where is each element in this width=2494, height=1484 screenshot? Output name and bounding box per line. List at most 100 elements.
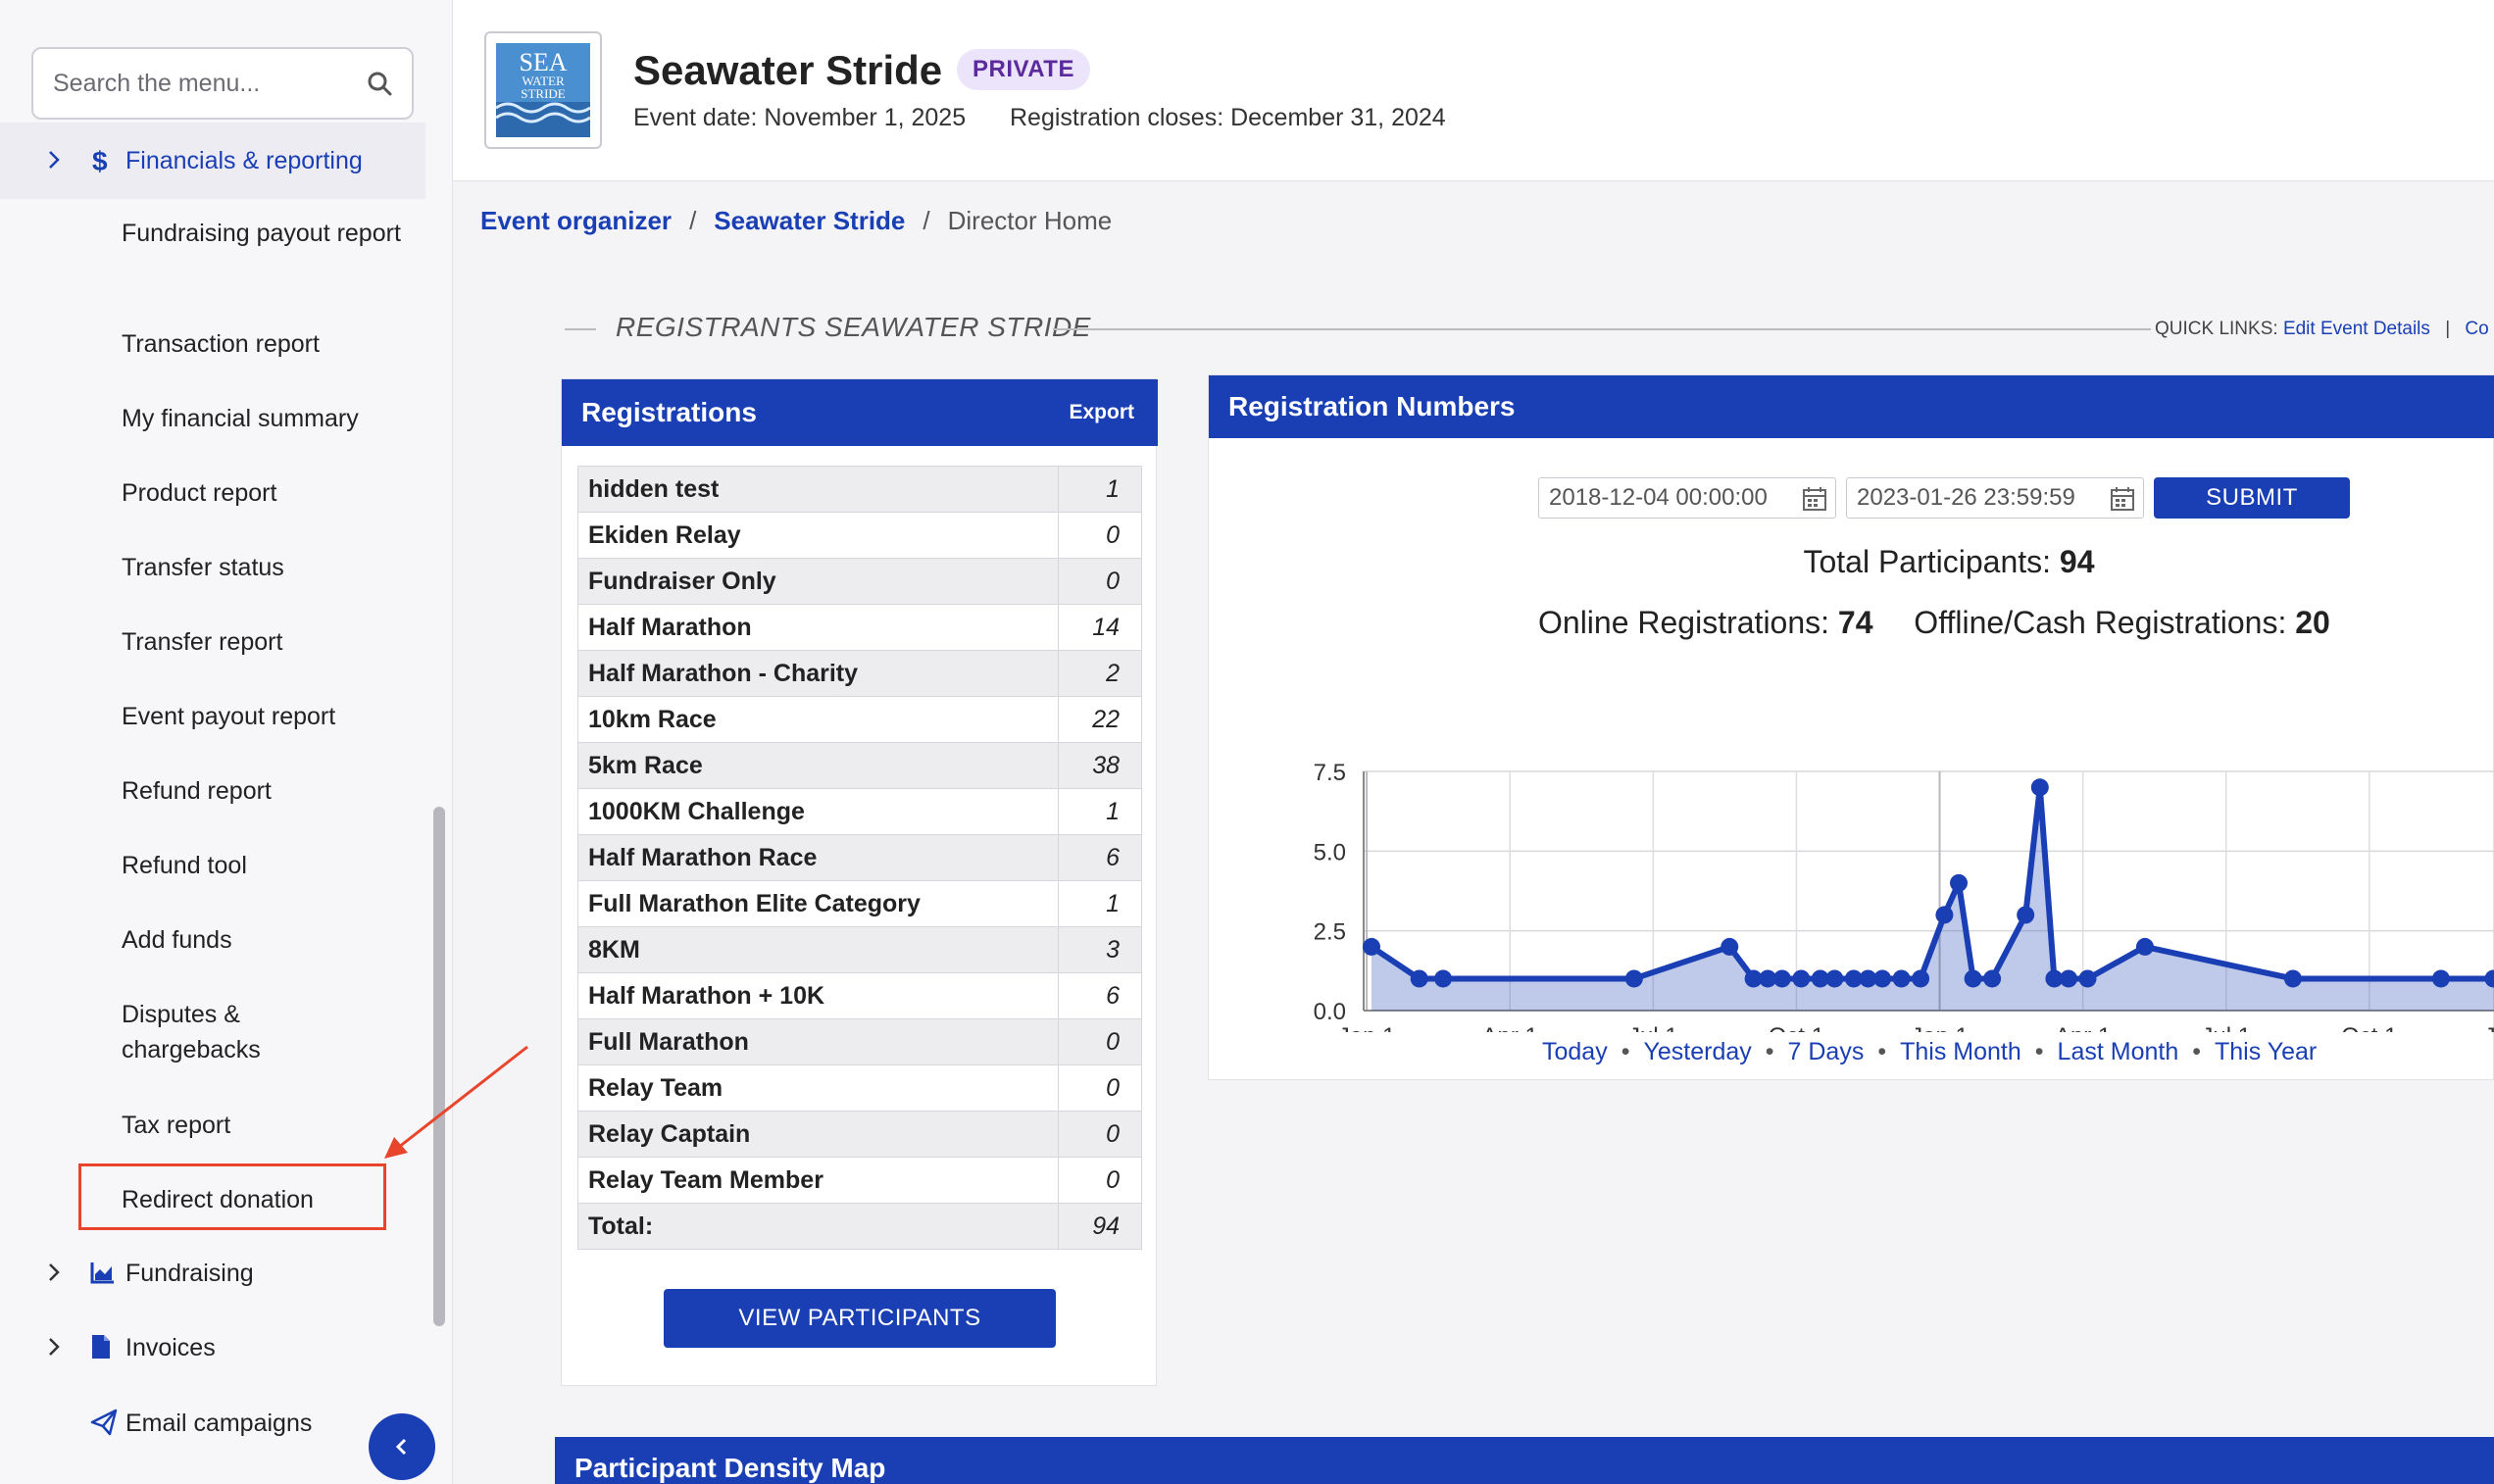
menu-section-email-campaigns[interactable]: Email campaigns: [0, 1385, 425, 1461]
range-link-7-days[interactable]: 7 Days: [1787, 1038, 1865, 1065]
date-from-field[interactable]: 2018-12-04 00:00:00: [1538, 477, 1836, 519]
status-badge: PRIVATE: [957, 49, 1090, 90]
data-point[interactable]: [1811, 969, 1829, 988]
registrations-table: hidden test 1 Ekiden Relay 0 Fundraiser Only…: [577, 466, 1142, 1250]
offline-registrations-value: 20: [2295, 605, 2330, 640]
data-point[interactable]: [2484, 969, 2494, 988]
range-link-last-month[interactable]: Last Month: [2057, 1038, 2179, 1065]
table-row: Relay Team 0: [577, 1064, 1142, 1112]
sidebar-item-refund-tool[interactable]: Refund tool: [122, 852, 247, 879]
x-tick-label: Apr 1: [1482, 1023, 1538, 1032]
range-link-this-month[interactable]: This Month: [1900, 1038, 2021, 1065]
data-point[interactable]: [1983, 969, 2002, 988]
data-point[interactable]: [1363, 937, 1380, 956]
menu-section-financials[interactable]: $ Financials & reporting: [0, 123, 425, 199]
data-point[interactable]: [1721, 937, 1739, 956]
data-point[interactable]: [1759, 969, 1777, 988]
sidebar-item-refund-report[interactable]: Refund report: [122, 777, 272, 805]
sidebar-item-redirect-donation[interactable]: Redirect donation: [122, 1186, 314, 1213]
data-point[interactable]: [1859, 969, 1877, 988]
sidebar-item-my-financial-summary[interactable]: My financial summary: [122, 405, 359, 432]
registration-type: Half Marathon: [577, 604, 1059, 651]
quick-link-edit-event-details[interactable]: Edit Event Details: [2282, 319, 2430, 339]
quick-link-copy[interactable]: Co: [2465, 319, 2489, 339]
data-point[interactable]: [1892, 969, 1911, 988]
registration-count: 0: [1058, 512, 1142, 559]
sidebar-item-event-payout-report[interactable]: Event payout report: [122, 703, 336, 730]
online-registrations-label: Online Registrations:: [1538, 605, 1830, 640]
calendar-icon[interactable]: [2110, 486, 2135, 512]
data-point[interactable]: [1744, 969, 1763, 988]
svg-text:SEA: SEA: [519, 48, 567, 76]
x-tick-label: Oct 1: [2341, 1023, 2397, 1032]
collapse-sidebar-button[interactable]: [369, 1413, 435, 1480]
sidebar-item-tax-report[interactable]: Tax report: [122, 1112, 231, 1139]
x-tick-label: Jan 1: [1338, 1023, 1396, 1032]
search-icon[interactable]: [367, 71, 392, 96]
chevron-right-icon[interactable]: [47, 1336, 61, 1358]
registration-count: 0: [1058, 1111, 1142, 1158]
submit-button[interactable]: SUBMIT: [2154, 477, 2350, 519]
registration-count: 14: [1058, 604, 1142, 651]
registration-count: 1: [1058, 880, 1142, 927]
registration-type: 8KM: [577, 926, 1059, 973]
registration-count: 0: [1058, 1157, 1142, 1204]
breadcrumb-event-organizer[interactable]: Event organizer: [480, 206, 673, 235]
export-link[interactable]: Export: [1069, 401, 1134, 423]
range-link-yesterday[interactable]: Yesterday: [1643, 1038, 1752, 1065]
search-box[interactable]: [31, 47, 414, 120]
registrations-card-header: Registrations Export: [562, 379, 1158, 446]
sidebar-item-product-report[interactable]: Product report: [122, 479, 277, 507]
date-range-links: Today • Yesterday • 7 Days • This Month • Last M…: [1542, 1038, 2317, 1066]
data-point[interactable]: [2283, 969, 2302, 988]
registration-count: 0: [1058, 558, 1142, 605]
calendar-icon[interactable]: [1802, 486, 1827, 512]
data-point[interactable]: [1772, 969, 1791, 988]
x-tick-label: Jan 1: [1911, 1023, 1969, 1032]
data-point[interactable]: [2030, 778, 2049, 797]
sidebar-item-transfer-status[interactable]: Transfer status: [122, 554, 284, 581]
data-point[interactable]: [1792, 969, 1811, 988]
sidebar-item-add-funds[interactable]: Add funds: [122, 926, 232, 954]
data-point[interactable]: [2431, 969, 2450, 988]
table-row: 5km Race 38: [577, 742, 1142, 789]
data-point[interactable]: [2017, 906, 2035, 924]
data-point[interactable]: [1825, 969, 1844, 988]
data-point[interactable]: [1844, 969, 1863, 988]
sidebar-item-fundraising-payout-report[interactable]: Fundraising payout report: [122, 220, 401, 247]
table-row: Relay Team Member 0: [577, 1157, 1142, 1204]
sidebar-scrollbar-thumb[interactable]: [433, 807, 445, 1326]
data-point[interactable]: [1912, 969, 1930, 988]
data-point[interactable]: [1964, 969, 1982, 988]
registration-closes: Registration closes: December 31, 2024: [1010, 104, 1446, 131]
breadcrumb-seawater-stride[interactable]: Seawater Stride: [714, 206, 906, 235]
sidebar-item-transfer-report[interactable]: Transfer report: [122, 628, 283, 656]
data-point[interactable]: [2060, 969, 2078, 988]
search-input[interactable]: [53, 69, 367, 98]
date-to-field[interactable]: 2023-01-26 23:59:59: [1846, 477, 2144, 519]
data-point[interactable]: [1410, 969, 1428, 988]
view-participants-button[interactable]: VIEW PARTICIPANTS: [664, 1289, 1056, 1348]
registration-count: 0: [1058, 1064, 1142, 1112]
data-point[interactable]: [2045, 969, 2064, 988]
data-point[interactable]: [1950, 873, 1969, 892]
chevron-right-icon[interactable]: [47, 149, 61, 171]
event-logo: SEA WATER STRIDE: [484, 31, 602, 149]
data-point[interactable]: [1624, 969, 1643, 988]
data-point[interactable]: [1434, 969, 1453, 988]
data-point[interactable]: [1873, 969, 1892, 988]
sidebar-item-transaction-report[interactable]: Transaction report: [122, 330, 320, 358]
chevron-right-icon[interactable]: [47, 1261, 61, 1283]
range-link-today[interactable]: Today: [1542, 1038, 1608, 1065]
y-tick-label: 0.0: [1314, 999, 1346, 1025]
registration-count: 1: [1058, 466, 1142, 513]
menu-section-fundraising[interactable]: Fundraising: [0, 1235, 425, 1311]
data-point[interactable]: [1935, 906, 1954, 924]
sidebar-item-disputes-chargebacks[interactable]: Disputes & chargebacks: [122, 1001, 261, 1064]
range-link-this-year[interactable]: This Year: [2215, 1038, 2318, 1065]
menu-section-invoices[interactable]: Invoices: [0, 1310, 425, 1386]
data-point[interactable]: [2078, 969, 2097, 988]
table-row: Full Marathon Elite Category 1: [577, 880, 1142, 927]
table-row: hidden test 1: [577, 466, 1142, 513]
data-point[interactable]: [2135, 937, 2154, 956]
